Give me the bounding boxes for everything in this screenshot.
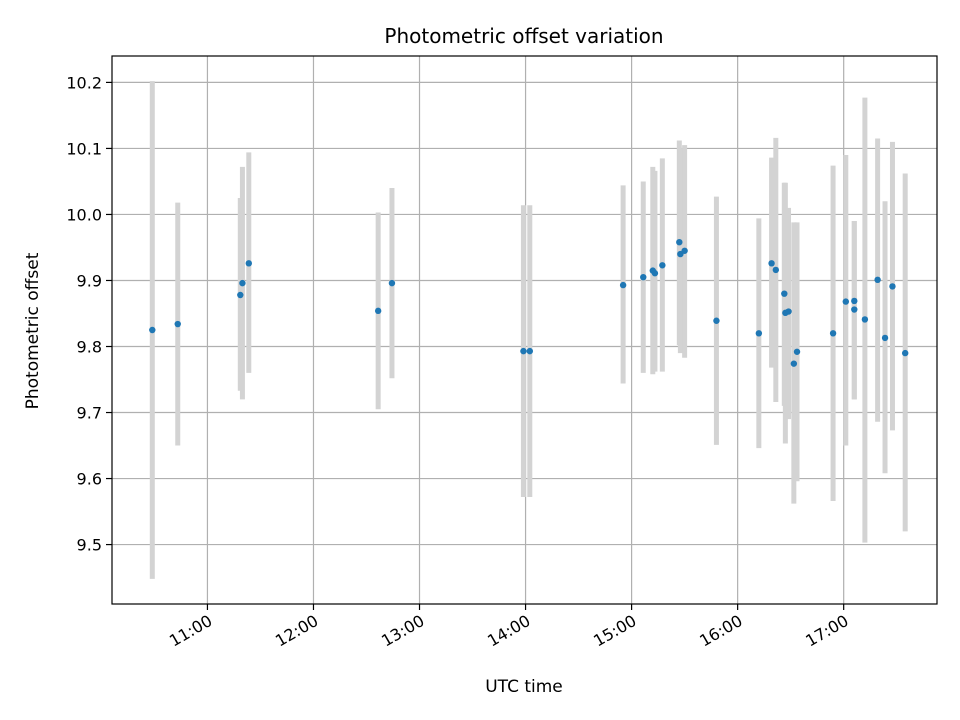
y-axis-label: Photometric offset <box>23 252 43 409</box>
y-tick-label: 9.7 <box>77 404 102 423</box>
data-point <box>768 260 775 267</box>
data-point <box>237 291 244 299</box>
y-tick-label: 10.0 <box>66 205 102 224</box>
data-point <box>889 283 896 290</box>
data-point <box>861 316 869 323</box>
data-point <box>790 360 798 367</box>
data-point <box>659 262 666 269</box>
y-tick-label: 10.1 <box>66 139 102 158</box>
data-point <box>526 347 534 355</box>
data-point <box>245 260 252 267</box>
data-point <box>651 270 659 277</box>
data-point <box>676 238 683 246</box>
data-point <box>174 320 181 328</box>
data-point <box>785 308 792 315</box>
y-tick-label: 9.9 <box>77 271 102 290</box>
data-point <box>901 349 909 357</box>
data-point <box>619 281 627 289</box>
data-point <box>388 279 396 287</box>
plot-frame <box>111 55 938 605</box>
data-point <box>874 276 881 284</box>
data-point <box>842 298 850 305</box>
y-tick-label: 10.2 <box>66 73 102 92</box>
y-tick-label: 9.8 <box>77 338 102 357</box>
data-point <box>640 273 647 281</box>
data-point <box>851 306 858 313</box>
data-points <box>149 238 909 367</box>
data-point <box>681 247 688 254</box>
y-tick-label: 9.5 <box>77 536 102 555</box>
data-point <box>755 330 763 337</box>
data-point <box>772 266 780 274</box>
data-point <box>881 334 889 342</box>
data-point <box>851 297 858 305</box>
chart-title: Photometric offset variation <box>384 24 663 48</box>
data-point <box>149 326 156 334</box>
data-point <box>713 317 720 324</box>
data-point <box>781 290 788 297</box>
x-axis-label: UTC time <box>485 677 563 697</box>
data-point <box>793 348 801 355</box>
data-point <box>829 330 837 337</box>
data-point <box>520 347 527 355</box>
data-point <box>374 307 382 315</box>
y-tick-label: 9.6 <box>77 470 102 489</box>
data-point <box>239 279 246 287</box>
